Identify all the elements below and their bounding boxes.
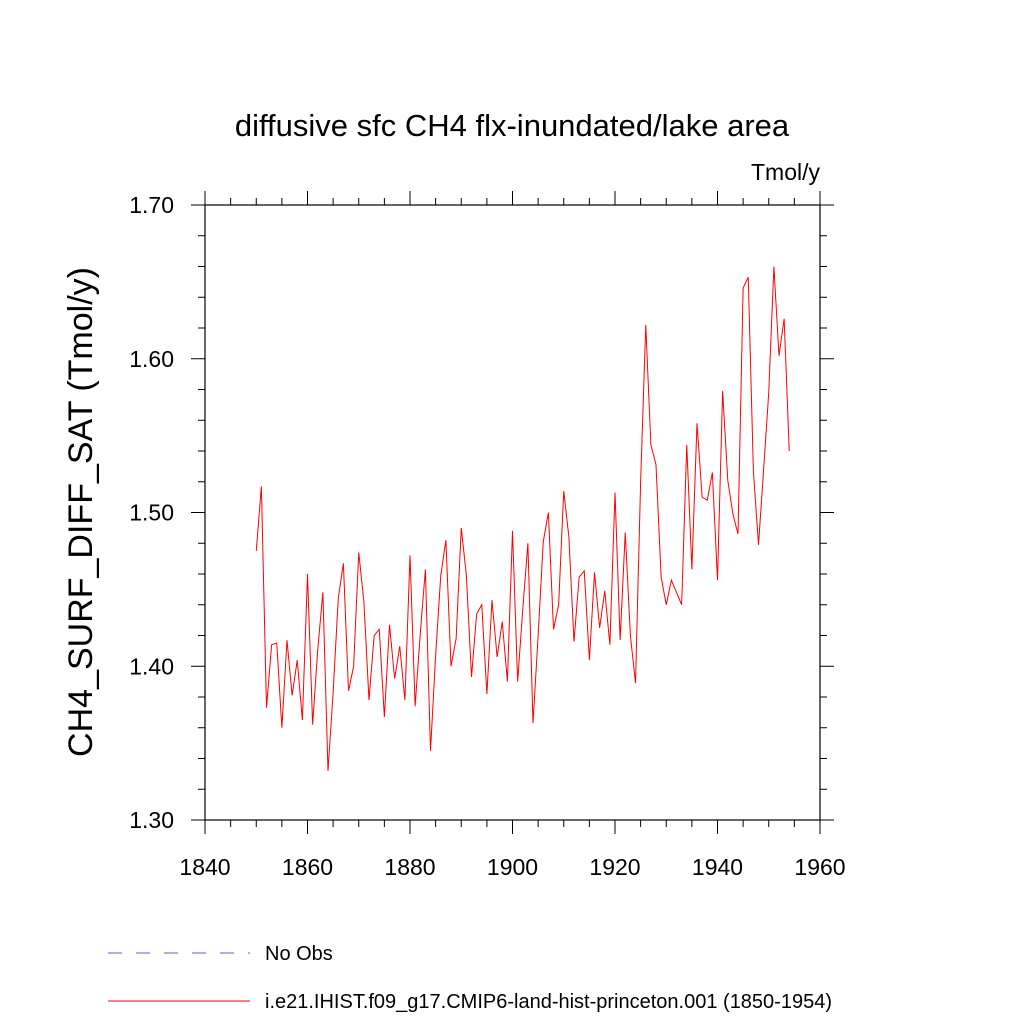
plot-border: [204, 204, 821, 821]
y-tick-label: 1.50: [129, 500, 174, 526]
series-layer: [255, 266, 790, 771]
chart-title: diffusive sfc CH4 flx-inundated/lake are…: [235, 108, 790, 143]
y-axis-ticks: 1.30 1.40 1.50 1.60 1.70: [129, 192, 834, 833]
plot-frame: [204, 204, 821, 821]
units-label: Tmol/y: [751, 159, 821, 185]
y-axis-label: CH4_SURF_DIFF_SAT (Tmol/y): [62, 267, 100, 757]
y-tick-label: 1.40: [129, 653, 174, 679]
y-tick-label: 1.60: [129, 346, 174, 372]
x-tick-label: 1840: [179, 854, 230, 880]
x-tick-label: 1940: [692, 854, 743, 880]
series-line-model-run: [255, 266, 790, 771]
legend-label-model-run: i.e21.IHIST.f09_g17.CMIP6-land-hist-prin…: [265, 991, 832, 1013]
x-tick-label: 1860: [282, 854, 333, 880]
legend-label-no-obs: No Obs: [265, 943, 333, 965]
x-axis-ticks: 1840 1860 1880 1900 1920 1940 1960: [179, 191, 846, 880]
legend: No Obs i.e21.IHIST.f09_g17.CMIP6-land-hi…: [108, 943, 832, 1013]
x-tick-label: 1900: [487, 854, 538, 880]
y-tick-label: 1.30: [129, 807, 174, 833]
x-tick-label: 1880: [384, 854, 435, 880]
x-tick-label: 1960: [794, 854, 845, 880]
x-tick-label: 1920: [589, 854, 640, 880]
y-tick-label: 1.70: [129, 192, 174, 218]
